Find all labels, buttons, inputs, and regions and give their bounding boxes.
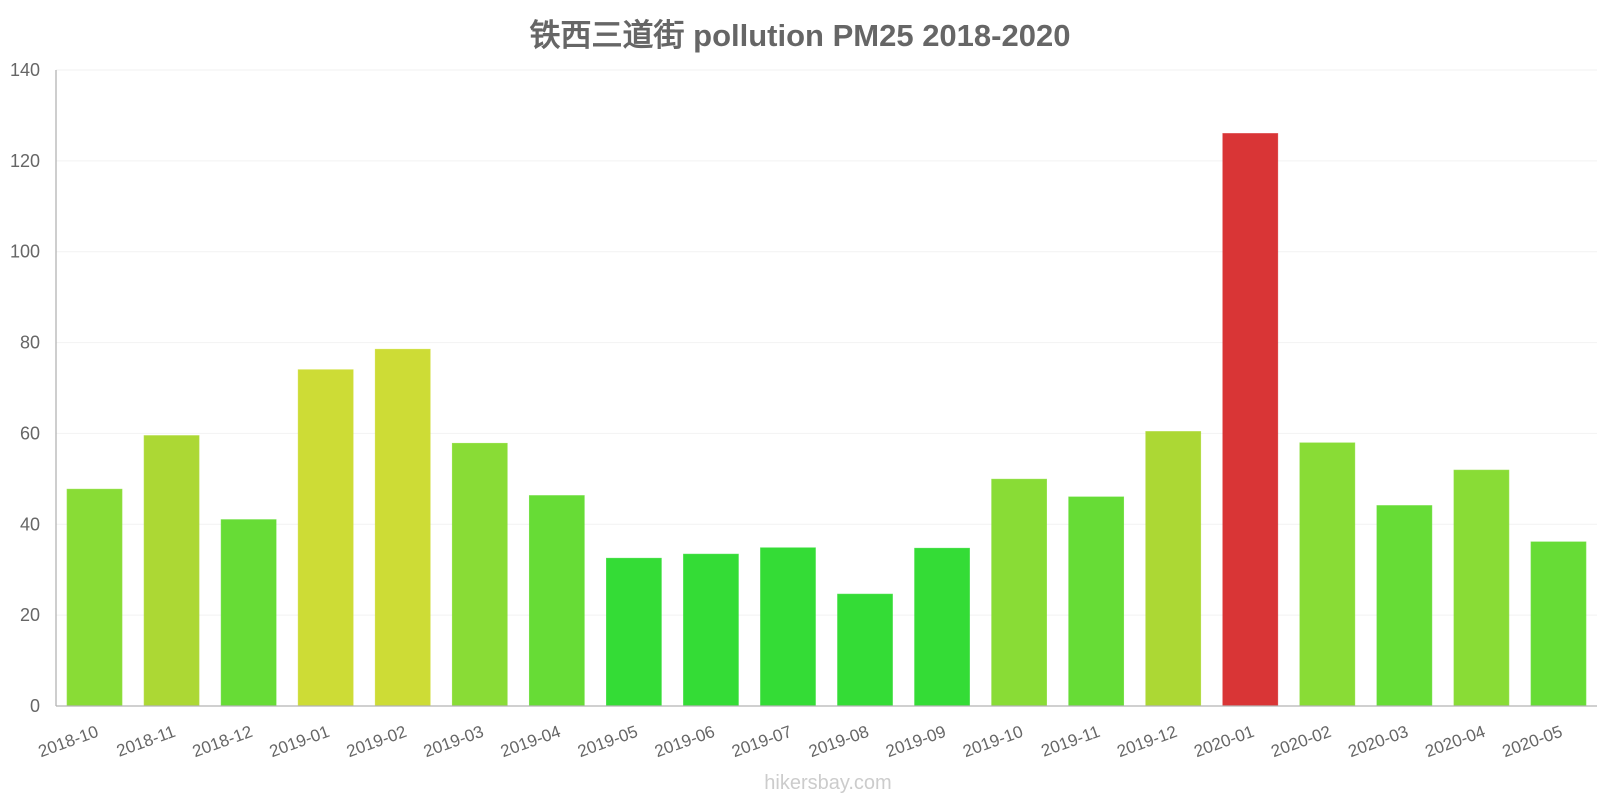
x-tick-label: 2019-08 xyxy=(806,722,871,761)
x-tick-label: 2019-03 xyxy=(421,722,486,761)
chart-title: 铁西三道街 pollution PM25 2018-2020 xyxy=(530,18,1071,53)
bar-2020-05 xyxy=(1530,541,1587,707)
bar-2019-02 xyxy=(374,348,431,707)
x-tick-label: 2019-11 xyxy=(1039,722,1103,761)
y-tick-label: 40 xyxy=(20,514,40,534)
y-axis-ticks: 0 20 40 60 80 100 120 140 xyxy=(10,60,40,716)
x-tick-label: 2019-05 xyxy=(575,722,640,761)
bar-2019-12 xyxy=(1145,431,1202,707)
y-tick-label: 20 xyxy=(20,605,40,625)
y-tick-label: 120 xyxy=(10,151,40,171)
x-tick-label: 2019-04 xyxy=(498,722,563,761)
x-tick-label: 2020-03 xyxy=(1346,722,1411,761)
bar-2019-08 xyxy=(837,593,893,707)
y-tick-label: 0 xyxy=(30,696,40,716)
x-tick-label: 2019-06 xyxy=(652,722,717,761)
bar-2018-12 xyxy=(220,519,277,707)
bar-2019-07 xyxy=(760,547,816,707)
x-tick-label: 2020-04 xyxy=(1423,722,1488,761)
bar-2020-04 xyxy=(1453,469,1510,707)
bar-2019-10 xyxy=(991,478,1047,707)
x-tick-label: 2020-01 xyxy=(1192,722,1257,761)
y-tick-label: 60 xyxy=(20,423,40,443)
bar-2019-11 xyxy=(1068,496,1125,707)
bar-2019-01 xyxy=(297,369,354,707)
bar-2019-09 xyxy=(914,547,970,707)
x-axis-ticks: 2018-10 2018-11 2018-12 2019-01 2019-02 2019-… xyxy=(36,722,1565,761)
bar-2020-03 xyxy=(1376,505,1433,707)
y-tick-label: 80 xyxy=(20,333,40,353)
x-tick-label: 2018-11 xyxy=(114,722,178,761)
bar-2019-05 xyxy=(606,557,662,707)
bar-2018-11 xyxy=(143,435,200,707)
x-tick-label: 2018-10 xyxy=(36,722,101,761)
y-tick-label: 140 xyxy=(10,60,40,80)
x-tick-label: 2018-12 xyxy=(190,722,255,761)
x-tick-label: 2019-12 xyxy=(1114,722,1179,761)
x-tick-label: 2020-02 xyxy=(1269,722,1334,761)
grid-lines xyxy=(56,69,1597,616)
x-tick-label: 2019-10 xyxy=(960,722,1025,761)
bar-2019-04 xyxy=(528,495,585,707)
bar-2019-06 xyxy=(683,553,739,707)
bar-2019-03 xyxy=(451,442,508,707)
x-tick-label: 2019-07 xyxy=(729,722,794,761)
bar-2020-01 xyxy=(1222,133,1279,707)
x-tick-label: 2019-02 xyxy=(344,722,409,761)
x-tick-label: 2019-09 xyxy=(883,722,948,761)
y-tick-label: 100 xyxy=(10,242,40,262)
x-tick-label: 2019-01 xyxy=(267,722,332,761)
bar-2018-10 xyxy=(66,488,123,707)
bars xyxy=(66,133,1587,707)
x-tick-label: 2020-05 xyxy=(1500,722,1565,761)
bar-2020-02 xyxy=(1299,442,1356,707)
watermark-text: hikersbay.com xyxy=(764,772,891,794)
